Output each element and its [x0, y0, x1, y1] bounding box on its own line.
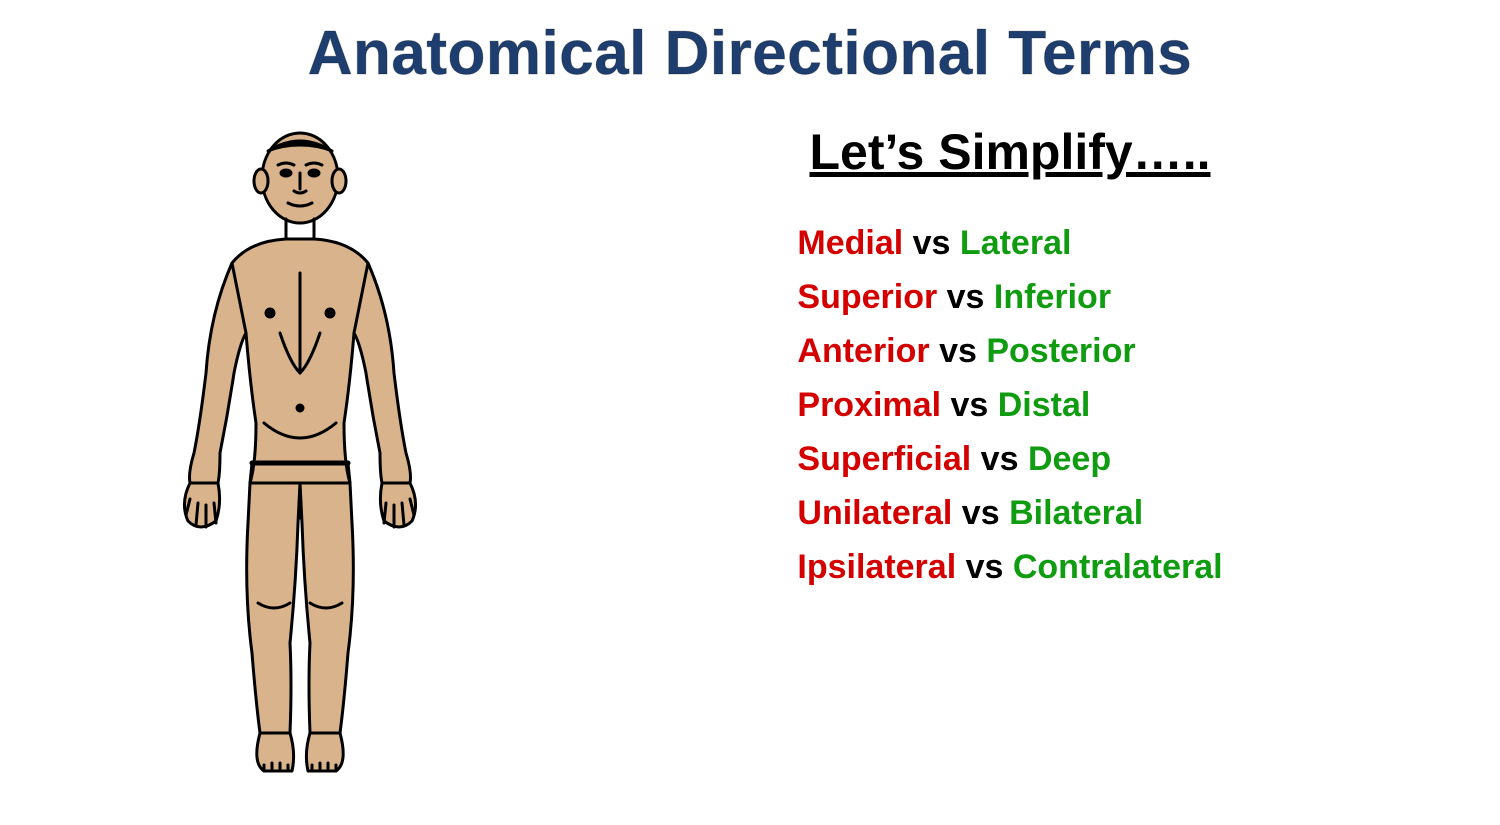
term-right: Posterior — [986, 332, 1135, 370]
term-pair: Superficial vs Deep — [797, 440, 1222, 479]
terms-column: Let’s Simplify….. Medial vs Lateral Super… — [560, 113, 1460, 602]
term-right: Inferior — [994, 278, 1111, 316]
term-left: Superior — [797, 278, 937, 316]
term-vs: vs — [952, 494, 1009, 532]
human-figure-container — [40, 113, 560, 783]
term-right: Lateral — [960, 224, 1072, 262]
term-right: Bilateral — [1009, 494, 1143, 532]
term-vs: vs — [971, 440, 1028, 478]
term-right: Distal — [998, 386, 1091, 424]
term-vs: vs — [956, 548, 1013, 586]
content-row: Let’s Simplify….. Medial vs Lateral Super… — [0, 113, 1500, 783]
term-left: Anterior — [797, 332, 929, 370]
subtitle: Let’s Simplify….. — [809, 123, 1210, 181]
term-left: Medial — [797, 224, 903, 262]
term-pair: Medial vs Lateral — [797, 224, 1222, 263]
term-right: Deep — [1028, 440, 1111, 478]
term-pair: Superior vs Inferior — [797, 278, 1222, 317]
term-left: Ipsilateral — [797, 548, 956, 586]
term-pair: Proximal vs Distal — [797, 386, 1222, 425]
page-title: Anatomical Directional Terms — [0, 18, 1500, 89]
term-vs: vs — [937, 278, 994, 316]
term-left: Proximal — [797, 386, 941, 424]
term-vs: vs — [930, 332, 987, 370]
term-pair: Anterior vs Posterior — [797, 332, 1222, 371]
term-right: Contralateral — [1013, 548, 1223, 586]
term-left: Superficial — [797, 440, 971, 478]
term-left: Unilateral — [797, 494, 952, 532]
term-pair: Unilateral vs Bilateral — [797, 494, 1222, 533]
term-vs: vs — [941, 386, 998, 424]
term-pair: Ipsilateral vs Contralateral — [797, 548, 1222, 587]
term-vs: vs — [903, 224, 960, 262]
term-pairs-list: Medial vs Lateral Superior vs Inferior Ant… — [797, 209, 1222, 602]
human-figure — [140, 123, 460, 783]
